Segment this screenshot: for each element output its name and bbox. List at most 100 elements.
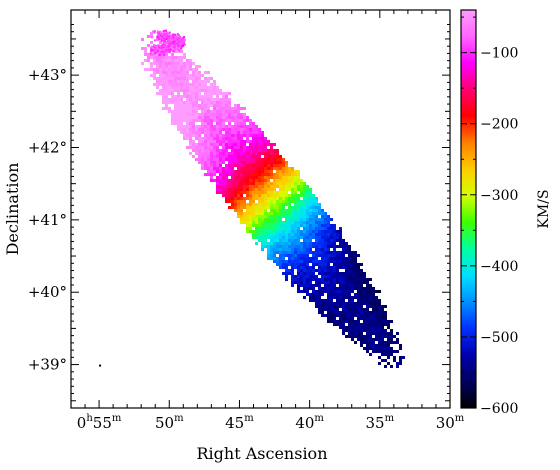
velocity-pixel: [300, 272, 303, 275]
velocity-pixel: [231, 146, 234, 149]
velocity-pixel: [345, 278, 348, 281]
velocity-pixel: [153, 83, 156, 86]
velocity-pixel: [357, 335, 360, 338]
velocity-pixel: [164, 38, 167, 41]
velocity-pixel: [176, 34, 179, 37]
velocity-pixel: [261, 215, 264, 218]
velocity-pixel: [330, 245, 333, 248]
velocity-pixel: [369, 290, 372, 293]
velocity-pixel: [267, 242, 270, 245]
velocity-pixel: [195, 110, 198, 113]
velocity-pixel: [300, 284, 303, 287]
velocity-pixel: [363, 341, 366, 344]
velocity-pixel: [297, 233, 300, 236]
velocity-pixel: [165, 77, 168, 80]
velocity-pixel: [219, 128, 222, 131]
velocity-pixel: [303, 287, 306, 290]
velocity-pixel: [342, 293, 345, 296]
velocity-pixel: [315, 224, 318, 227]
velocity-pixel: [156, 83, 159, 86]
velocity-pixel: [342, 248, 345, 251]
velocity-pixel: [249, 182, 252, 185]
velocity-pixel: [240, 179, 243, 182]
velocity-pixel: [360, 329, 363, 332]
velocity-pixel: [222, 125, 225, 128]
velocity-pixel: [258, 149, 261, 152]
velocity-pixel: [174, 80, 177, 83]
velocity-pixel: [228, 107, 231, 110]
velocity-pixel: [164, 47, 167, 50]
velocity-pixel: [306, 197, 309, 200]
velocity-pixel: [258, 197, 261, 200]
velocity-pixel: [231, 128, 234, 131]
velocity-pixel: [270, 218, 273, 221]
velocity-pixel: [228, 206, 231, 209]
velocity-pixel: [303, 212, 306, 215]
velocity-pixel: [339, 272, 342, 275]
velocity-pixel: [234, 146, 237, 149]
velocity-pixel: [201, 104, 204, 107]
velocity-pixel: [348, 332, 351, 335]
velocity-pixel: [207, 110, 210, 113]
velocity-pixel: [372, 326, 375, 329]
velocity-pixel: [285, 161, 288, 164]
velocity-pixel: [306, 185, 309, 188]
velocity-pixel: [258, 230, 261, 233]
velocity-pixel: [312, 197, 315, 200]
velocity-pixel: [156, 71, 159, 74]
colorbar-tick-label: −400: [480, 259, 518, 275]
velocity-pixel: [153, 39, 156, 42]
velocity-pixel: [276, 197, 279, 200]
velocity-pixel: [369, 332, 372, 335]
velocity-pixel: [261, 149, 264, 152]
velocity-pixel: [282, 164, 285, 167]
velocity-pixel: [312, 284, 315, 287]
velocity-pixel: [333, 260, 336, 263]
velocity-pixel: [204, 107, 207, 110]
velocity-pixel: [306, 263, 309, 266]
velocity-pixel: [378, 332, 381, 335]
velocity-pixel: [141, 38, 144, 41]
velocity-pixel: [147, 44, 150, 47]
velocity-pixel: [192, 119, 195, 122]
velocity-pixel: [354, 314, 357, 317]
velocity-pixel: [348, 302, 351, 305]
velocity-pixel: [267, 254, 270, 257]
velocity-pixel: [378, 308, 381, 311]
velocity-pixel: [175, 37, 178, 40]
velocity-pixel: [222, 107, 225, 110]
velocity-pixel: [195, 137, 198, 140]
velocity-pixel: [177, 113, 180, 116]
velocity-pixel: [255, 149, 258, 152]
velocity-pixel: [321, 257, 324, 260]
velocity-pixel: [312, 290, 315, 293]
velocity-pixel: [168, 45, 171, 48]
velocity-pixel: [267, 158, 270, 161]
velocity-pixel: [258, 206, 261, 209]
velocity-pixel: [309, 293, 312, 296]
velocity-pixel: [372, 314, 375, 317]
velocity-pixel: [186, 77, 189, 80]
velocity-pixel: [351, 335, 354, 338]
velocity-pixel: [204, 146, 207, 149]
velocity-pixel: [270, 206, 273, 209]
velocity-pixel: [300, 194, 303, 197]
velocity-pixel: [303, 194, 306, 197]
velocity-pixel: [339, 266, 342, 269]
velocity-pixel: [243, 152, 246, 155]
velocity-pixel: [204, 71, 207, 74]
velocity-pixel: [264, 224, 267, 227]
velocity-pixel: [357, 293, 360, 296]
velocity-pixel: [228, 143, 231, 146]
velocity-pixel: [366, 323, 369, 326]
velocity-pixel: [372, 344, 375, 347]
velocity-pixel: [258, 218, 261, 221]
velocity-pixel: [249, 161, 252, 164]
velocity-pixel: [291, 278, 294, 281]
velocity-pixel: [303, 200, 306, 203]
velocity-pixel: [297, 182, 300, 185]
velocity-pixel: [174, 39, 177, 42]
velocity-pixel: [318, 248, 321, 251]
colorbar-tick-label: −200: [480, 117, 518, 133]
velocity-pixel: [240, 170, 243, 173]
